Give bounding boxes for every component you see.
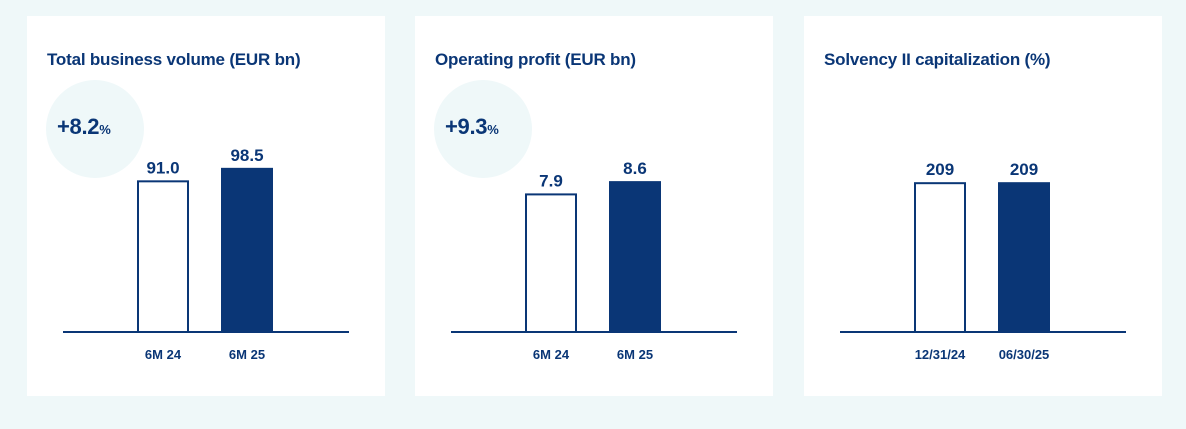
data-label: 209 [1010,160,1038,179]
card-title: Operating profit (EUR bn) [435,50,636,69]
x-tick-label: 12/31/24 [915,347,966,362]
growth-badge: +8.2% [57,114,111,140]
card-solvency-capitalization: Solvency II capitalization (%) 209 12/31/… [804,16,1162,396]
data-label: 98.5 [230,146,263,165]
data-label: 91.0 [146,158,179,177]
bar [221,167,273,332]
growth-value: +9.3 [445,114,488,139]
growth-badge: +9.3% [445,114,499,140]
bar [998,182,1050,332]
x-tick-label: 6M 25 [229,347,265,362]
bar [914,182,966,333]
bar-chart: 209 12/31/24 209 06/30/25 [840,160,1126,362]
bar [525,193,577,333]
data-label: 8.6 [623,159,647,178]
data-label: 209 [926,160,954,179]
x-tick-label: 6M 24 [145,347,182,362]
card-title: Solvency II capitalization (%) [824,50,1051,69]
growth-unit: % [487,122,499,137]
growth-circle: +8.2% [46,80,144,178]
x-tick-label: 06/30/25 [999,347,1050,362]
card-title: Total business volume (EUR bn) [47,50,301,69]
card-operating-profit: Operating profit (EUR bn) +9.3% 7.9 6M 24… [415,16,773,396]
x-tick-label: 6M 24 [533,347,570,362]
bar [609,181,661,332]
data-label: 7.9 [539,171,563,190]
growth-value: +8.2 [57,114,100,139]
bar-chart: 91.0 6M 24 98.5 6M 25 [63,146,349,362]
bar-chart: 7.9 6M 24 8.6 6M 25 [451,159,737,362]
card-total-business-volume: Total business volume (EUR bn) +8.2% 91.… [27,16,385,396]
bar [137,180,189,333]
growth-circle: +9.3% [434,80,532,178]
x-tick-label: 6M 25 [617,347,653,362]
growth-unit: % [99,122,111,137]
